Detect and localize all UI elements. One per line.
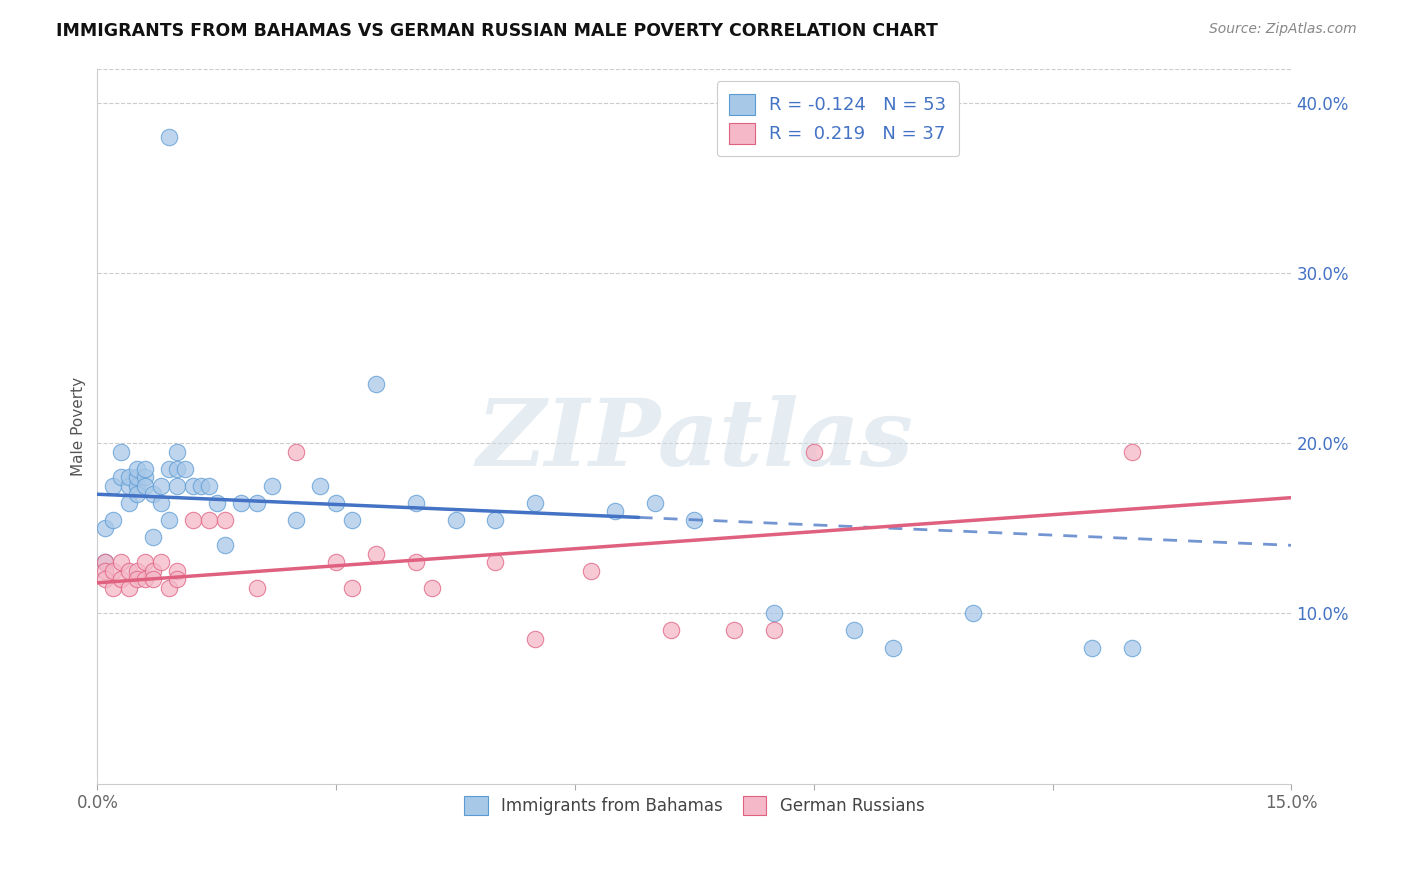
Point xyxy=(803,444,825,458)
Point xyxy=(181,479,204,493)
Point xyxy=(325,496,347,510)
Point xyxy=(94,564,117,578)
Point xyxy=(110,444,132,458)
Text: ZIPatlas: ZIPatlas xyxy=(475,395,912,485)
Point xyxy=(127,479,149,493)
Point xyxy=(198,513,221,527)
Point xyxy=(166,461,188,475)
Point xyxy=(659,624,682,638)
Point xyxy=(157,129,180,144)
Point xyxy=(118,581,141,595)
Point xyxy=(763,624,786,638)
Point xyxy=(229,496,252,510)
Point xyxy=(150,555,173,569)
Point xyxy=(205,496,228,510)
Point xyxy=(94,555,117,569)
Point xyxy=(94,573,117,587)
Point xyxy=(325,555,347,569)
Point xyxy=(166,444,188,458)
Point xyxy=(524,496,547,510)
Point xyxy=(134,461,156,475)
Point xyxy=(644,496,666,510)
Point xyxy=(134,479,156,493)
Point xyxy=(309,479,332,493)
Point xyxy=(134,573,156,587)
Point xyxy=(157,581,180,595)
Point xyxy=(127,487,149,501)
Y-axis label: Male Poverty: Male Poverty xyxy=(72,376,86,475)
Text: Source: ZipAtlas.com: Source: ZipAtlas.com xyxy=(1209,22,1357,37)
Point xyxy=(364,376,387,391)
Legend: Immigrants from Bahamas, German Russians: Immigrants from Bahamas, German Russians xyxy=(454,786,935,825)
Point xyxy=(103,564,125,578)
Point xyxy=(181,513,204,527)
Point xyxy=(484,513,506,527)
Point xyxy=(118,564,141,578)
Point xyxy=(285,444,308,458)
Point xyxy=(262,479,284,493)
Point xyxy=(110,573,132,587)
Point xyxy=(842,624,865,638)
Point xyxy=(166,573,188,587)
Point xyxy=(134,555,156,569)
Point xyxy=(214,538,236,552)
Point xyxy=(127,461,149,475)
Point xyxy=(214,513,236,527)
Point xyxy=(110,555,132,569)
Point xyxy=(683,513,706,527)
Point xyxy=(157,513,180,527)
Point xyxy=(127,564,149,578)
Point xyxy=(174,461,197,475)
Point xyxy=(245,496,267,510)
Point xyxy=(420,581,443,595)
Point xyxy=(405,496,427,510)
Point xyxy=(484,555,506,569)
Point xyxy=(340,513,363,527)
Point xyxy=(103,581,125,595)
Point xyxy=(1081,640,1104,655)
Text: IMMIGRANTS FROM BAHAMAS VS GERMAN RUSSIAN MALE POVERTY CORRELATION CHART: IMMIGRANTS FROM BAHAMAS VS GERMAN RUSSIA… xyxy=(56,22,938,40)
Point xyxy=(118,496,141,510)
Point xyxy=(94,521,117,535)
Point xyxy=(134,470,156,484)
Point xyxy=(882,640,904,655)
Point xyxy=(285,513,308,527)
Point xyxy=(166,479,188,493)
Point xyxy=(127,573,149,587)
Point xyxy=(962,607,984,621)
Point xyxy=(524,632,547,646)
Point xyxy=(103,479,125,493)
Point xyxy=(763,607,786,621)
Point xyxy=(405,555,427,569)
Point xyxy=(110,470,132,484)
Point xyxy=(198,479,221,493)
Point xyxy=(166,564,188,578)
Point xyxy=(364,547,387,561)
Point xyxy=(150,479,173,493)
Point xyxy=(444,513,467,527)
Point xyxy=(579,564,602,578)
Point xyxy=(127,470,149,484)
Point xyxy=(190,479,212,493)
Point xyxy=(245,581,267,595)
Point xyxy=(94,555,117,569)
Point xyxy=(118,470,141,484)
Point xyxy=(157,461,180,475)
Point xyxy=(103,513,125,527)
Point xyxy=(142,564,165,578)
Point xyxy=(340,581,363,595)
Point xyxy=(1121,640,1143,655)
Point xyxy=(150,496,173,510)
Point xyxy=(142,573,165,587)
Point xyxy=(723,624,745,638)
Point xyxy=(118,479,141,493)
Point xyxy=(142,487,165,501)
Point xyxy=(1121,444,1143,458)
Point xyxy=(142,530,165,544)
Point xyxy=(603,504,626,518)
